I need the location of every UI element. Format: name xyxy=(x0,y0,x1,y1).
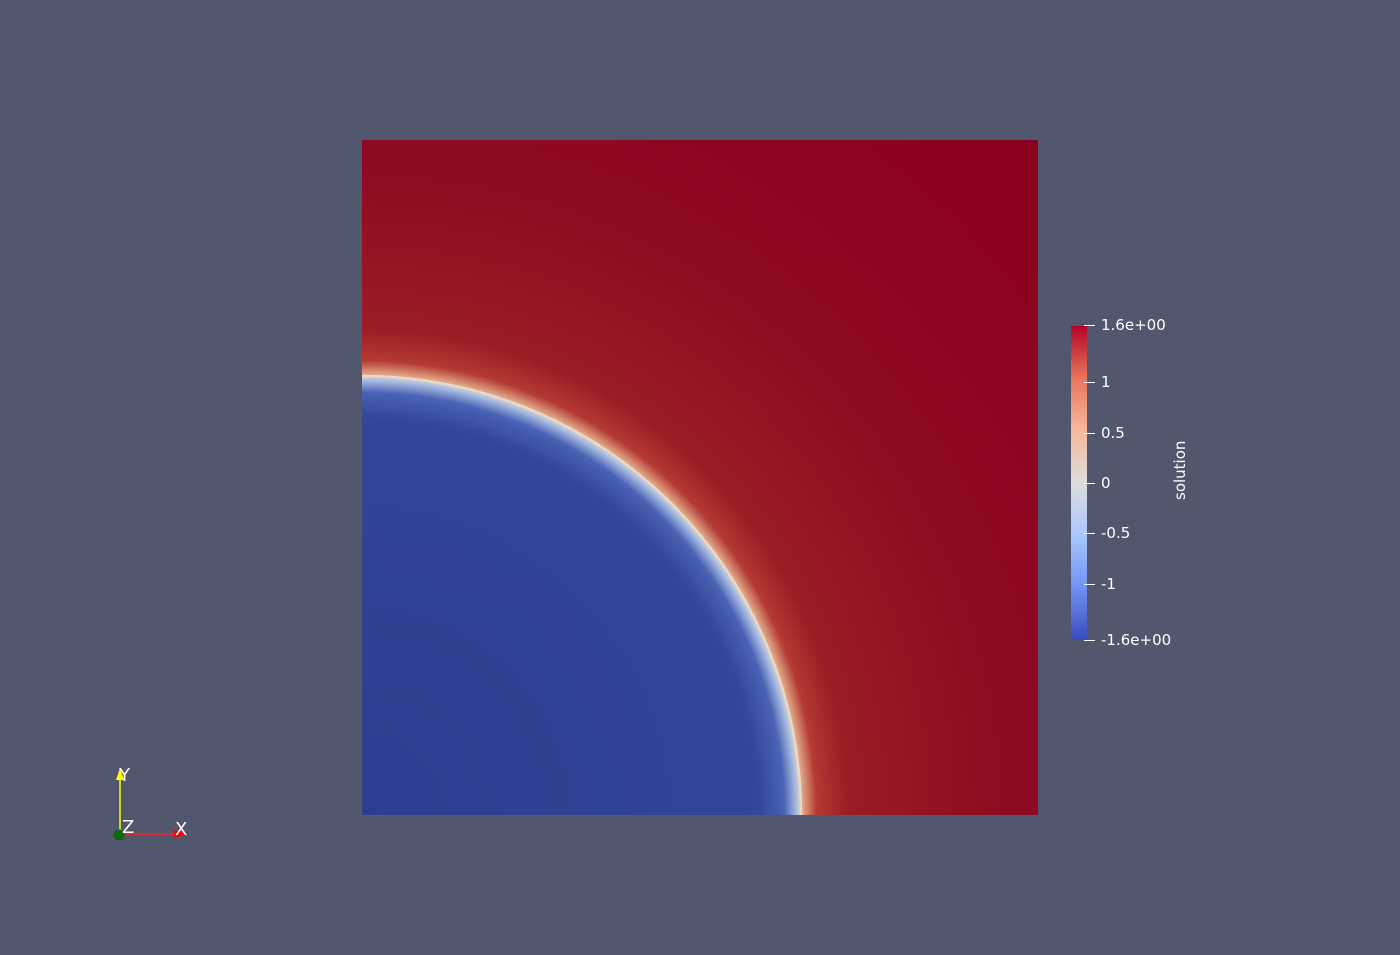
interface-contour xyxy=(362,374,803,815)
orientation-axes-svg xyxy=(113,768,188,841)
colorbar-tick xyxy=(1084,325,1095,326)
colorbar-label: -1 xyxy=(1101,575,1116,593)
x-axis-label: X xyxy=(175,819,188,840)
colorbar-tick xyxy=(1084,382,1095,383)
inner-region xyxy=(362,375,802,815)
x-axis-arrow xyxy=(174,830,188,838)
orientation-axes[interactable]: Y Z X xyxy=(100,760,200,850)
colorbar-label-max: 1.6e+00 xyxy=(1101,316,1166,334)
y-axis-label: Y xyxy=(119,765,130,786)
colorbar-label: 0 xyxy=(1101,474,1111,492)
colorbar-tick xyxy=(1084,483,1095,484)
colorbar-tick xyxy=(1084,584,1095,585)
colorbar-title: solution xyxy=(1171,440,1189,500)
z-axis-dot xyxy=(113,829,125,841)
z-axis-label: Z xyxy=(122,817,135,838)
colorbar-tick xyxy=(1084,533,1095,534)
field-plot[interactable] xyxy=(362,140,1038,815)
colorbar-label-min: -1.6e+00 xyxy=(1101,631,1172,649)
colorbar-label: 1 xyxy=(1101,373,1111,391)
colorbar-tick xyxy=(1084,640,1095,641)
colorbar xyxy=(1071,326,1087,640)
colorbar-label: 0.5 xyxy=(1101,424,1125,442)
colorbar-label: -0.5 xyxy=(1101,524,1131,542)
colorbar-tick xyxy=(1084,433,1095,434)
field-plot-svg xyxy=(362,140,1038,815)
y-axis-arrow xyxy=(116,768,124,780)
